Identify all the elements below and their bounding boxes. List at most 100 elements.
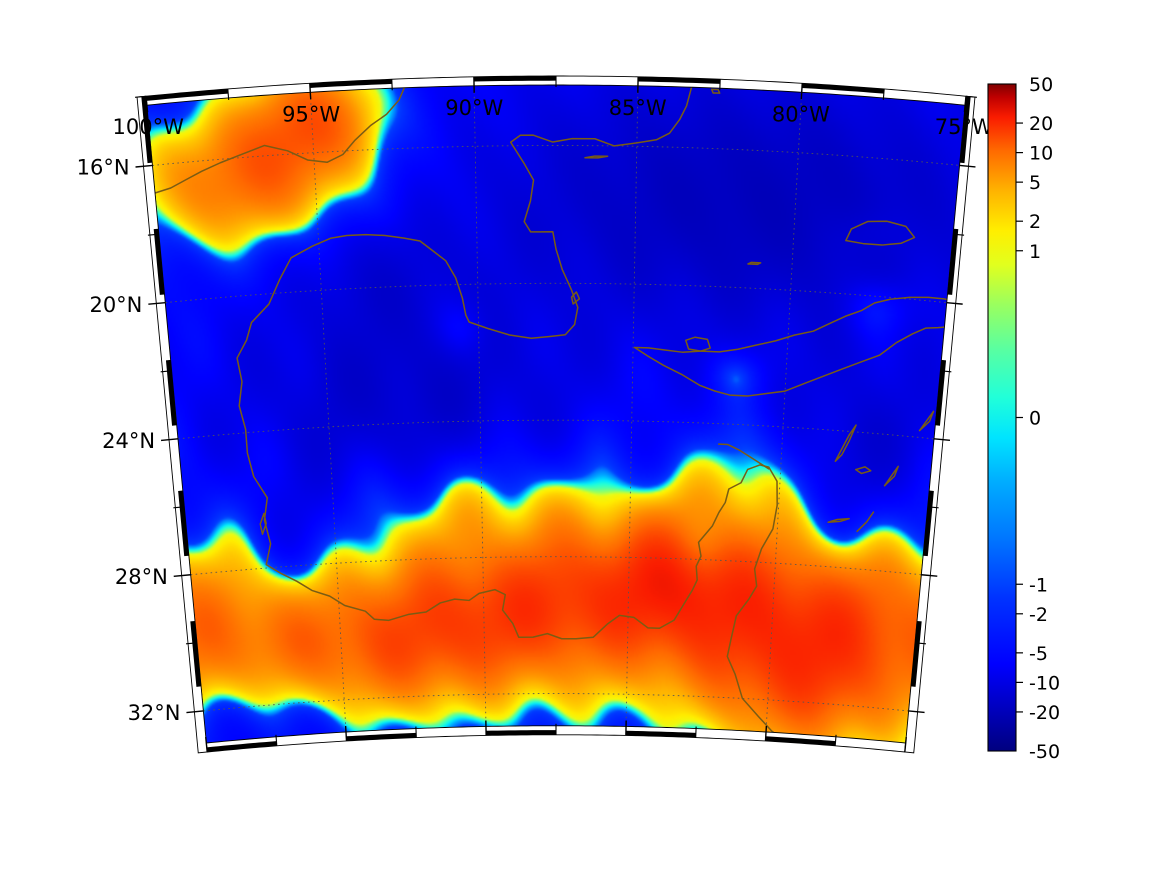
ytick-right-32°N xyxy=(908,710,925,714)
xtick-minor xyxy=(834,734,837,746)
colorbar-label-10: 10 xyxy=(1029,143,1053,165)
coastline-segment-9 xyxy=(856,511,875,533)
xtick-top-75°W xyxy=(904,737,907,753)
ytick-label-20°N: 20°N xyxy=(89,293,142,317)
frame-block-bottom-4 xyxy=(473,76,556,82)
frame-block-top-8 xyxy=(765,736,836,746)
ytick-major-24°N xyxy=(160,438,179,442)
ytick-minor xyxy=(186,642,198,645)
coastline-segment-5 xyxy=(685,336,711,352)
xtick-label-85°W: 85°W xyxy=(609,96,667,120)
xtick-top-95°W xyxy=(344,725,348,742)
frame-block-right-8 xyxy=(910,620,922,687)
ytick-minor xyxy=(134,95,147,98)
ytick-label-32°N: 32°N xyxy=(128,701,181,725)
ytick-minor xyxy=(940,370,952,373)
frame-block-left-0 xyxy=(141,96,153,164)
xtick-major-100°W xyxy=(145,96,149,113)
frame-block-bottom-2 xyxy=(309,79,392,88)
coastline-segment-16 xyxy=(259,512,267,535)
ytick-minor xyxy=(965,95,978,98)
ytick-right-20°N xyxy=(946,301,963,305)
xtick-label-80°W: 80°W xyxy=(772,102,830,126)
colorbar-label-2: 2 xyxy=(1029,211,1041,233)
frame-block-bottom-6 xyxy=(638,76,721,84)
ytick-minor xyxy=(914,642,926,645)
frame-block-right-2 xyxy=(947,228,959,295)
colorbar-label-1: 1 xyxy=(1029,241,1041,263)
coastline-segment-10 xyxy=(834,424,857,462)
frame-block-bottom-8 xyxy=(801,83,885,94)
frame-block-left-2 xyxy=(153,228,165,295)
ytick-right-24°N xyxy=(933,438,951,442)
colorbar-label--50: -50 xyxy=(1029,741,1060,763)
coastline-segment-11 xyxy=(883,465,899,487)
colorbar-label-50: 50 xyxy=(1029,74,1053,96)
ytick-label-28°N: 28°N xyxy=(115,565,168,589)
coastline-segment-12 xyxy=(918,410,935,432)
frame-block-bottom-0 xyxy=(146,88,229,101)
pcolor-field xyxy=(146,76,966,752)
coastline-segment-14 xyxy=(747,261,762,266)
colorbar-label--5: -5 xyxy=(1029,643,1048,665)
ytick-minor xyxy=(173,506,185,509)
ytick-label-16°N: 16°N xyxy=(77,156,130,180)
xtick-major-80°W xyxy=(800,83,803,100)
colorbar-label-5: 5 xyxy=(1029,172,1041,194)
ytick-minor xyxy=(147,233,159,236)
xtick-minor xyxy=(275,734,278,746)
ytick-major-32°N xyxy=(186,710,204,714)
frame-block-right-4 xyxy=(935,359,947,426)
graticule-meridian-80°W xyxy=(765,83,803,742)
colorbar-label--20: -20 xyxy=(1029,702,1060,724)
map-data-layer xyxy=(146,76,966,752)
ytick-minor xyxy=(160,370,172,373)
colorbar-label-20: 20 xyxy=(1029,113,1053,135)
ytick-right-28°N xyxy=(921,574,938,577)
coastline-segment-8 xyxy=(827,517,850,523)
ytick-major-16°N xyxy=(135,164,153,168)
coastline-segment-1 xyxy=(717,443,770,470)
ytick-minor xyxy=(927,506,939,509)
xtick-minor xyxy=(882,88,885,100)
frame-block-right-0 xyxy=(959,96,971,164)
coastline-segment-17 xyxy=(584,155,609,159)
xtick-top-100°W xyxy=(205,737,208,753)
coastline-segment-18 xyxy=(710,88,721,94)
frame-block-top-0 xyxy=(206,741,277,752)
xtick-label-100°W: 100°W xyxy=(113,115,185,139)
coastline-segment-3 xyxy=(154,77,413,194)
frame-block-left-4 xyxy=(165,359,177,426)
frame-block-top-6 xyxy=(625,730,696,738)
xtick-label-90°W: 90°W xyxy=(445,96,503,120)
colorbar-label-0: 0 xyxy=(1029,408,1041,430)
xtick-top-80°W xyxy=(764,725,768,742)
coastline-segment-15 xyxy=(570,291,581,305)
axis-tick-labels: 100°W 95°W 90°W 85°W 80°W 75°W 32°N 28°N 24°N 20°… xyxy=(77,96,993,725)
map-frame xyxy=(136,75,976,754)
ytick-major-28°N xyxy=(173,574,191,578)
xtick-label-95°W: 95°W xyxy=(282,102,340,126)
graticule-parallel-20°N xyxy=(165,282,947,304)
ytick-major-20°N xyxy=(148,301,166,305)
axis-ticks xyxy=(134,76,978,753)
colorbar-label--10: -10 xyxy=(1029,672,1060,694)
graticule-parallel-24°N xyxy=(177,419,935,440)
colorbar-label--1: -1 xyxy=(1029,574,1048,596)
coastline-segment-13 xyxy=(855,466,872,475)
frame-block-top-4 xyxy=(486,730,556,736)
graticule-meridian-85°W xyxy=(625,76,639,736)
colorbar-label--2: -2 xyxy=(1029,604,1048,626)
graticule-meridian-90°W xyxy=(473,76,487,736)
coastline-segment-7 xyxy=(845,220,916,246)
graticule-parallel-28°N xyxy=(190,556,922,576)
coastline-segment-0 xyxy=(263,464,789,744)
xtick-major-75°W xyxy=(963,96,967,113)
xtick-major-95°W xyxy=(309,83,312,100)
frame-block-left-8 xyxy=(190,620,202,687)
xtick-label-75°W: 75°W xyxy=(935,115,993,139)
xtick-minor xyxy=(227,88,230,100)
